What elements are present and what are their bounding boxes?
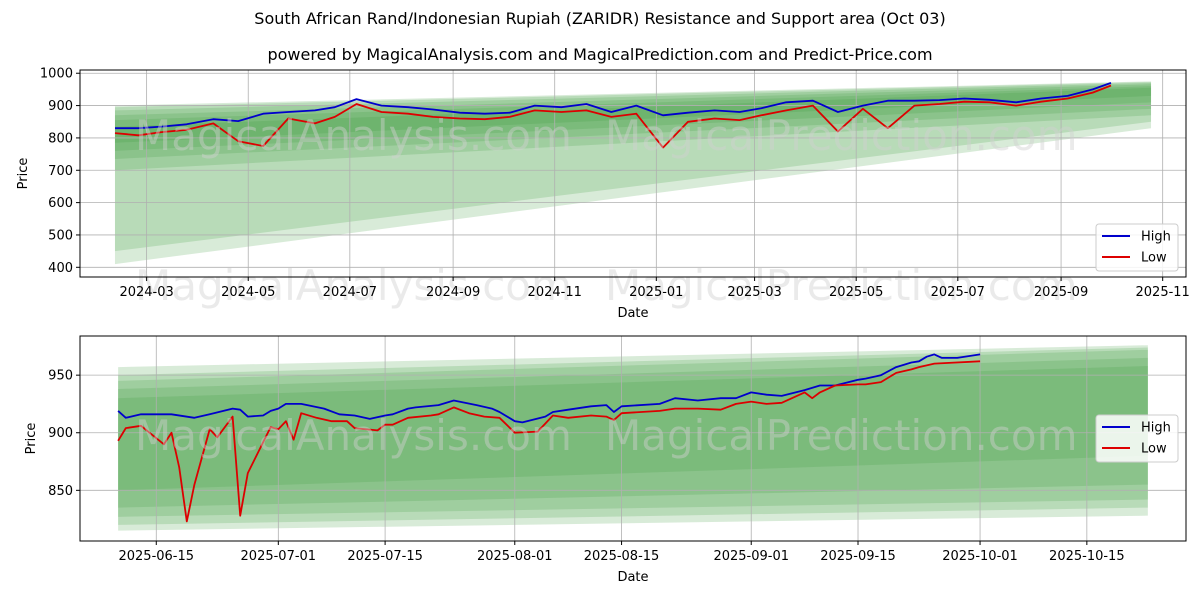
x-tick-label: 2025-08-15 — [584, 549, 660, 564]
band-bottom-0 — [118, 345, 1148, 531]
y-tick-label: 500 — [48, 228, 73, 243]
legend-label-low: Low — [1141, 251, 1167, 266]
x-tick-label: 2025-07 — [931, 285, 985, 300]
x-tick-label: 2025-09-01 — [713, 549, 789, 564]
series-low-line — [117, 360, 981, 523]
axes-frame-top — [79, 69, 1187, 278]
legend-label-low: Low — [1141, 442, 1167, 457]
x-tick-label: 2025-10-01 — [942, 549, 1018, 564]
watermark-prediction: MagicalPrediction.com — [605, 411, 1078, 460]
x-tick-label: 2024-11 — [528, 285, 582, 300]
y-tick-label: 700 — [48, 164, 73, 179]
x-tick-label: 2025-09 — [1034, 285, 1088, 300]
y-tick-label: 900 — [48, 426, 73, 441]
band-bottom-2 — [118, 349, 1148, 517]
watermark-prediction: MagicalPrediction.com — [605, 111, 1078, 160]
x-tick-label: 2025-08-01 — [477, 549, 553, 564]
y-tick-label: 950 — [48, 369, 73, 384]
panel-top: MagicalAnalysis.com MagicalPrediction.com… — [16, 67, 1190, 321]
x-axis-label: Date — [617, 570, 648, 585]
band-top-2 — [114, 82, 1152, 171]
watermark-analysis: MagicalAnalysis.com — [135, 111, 572, 160]
band-top-3 — [114, 84, 1152, 159]
band-top-4 — [114, 86, 1152, 151]
x-tick-label: 2024-05 — [221, 285, 275, 300]
y-tick-label: 600 — [48, 196, 73, 211]
x-tick-label: 2024-09 — [426, 285, 480, 300]
y-tick-label: 850 — [48, 484, 73, 499]
series-low-line — [114, 84, 1112, 149]
x-tick-label: 2025-07-01 — [241, 549, 317, 564]
axes-frame-bottom — [79, 335, 1187, 542]
band-bottom-4 — [118, 365, 1148, 491]
x-tick-label: 2025-03 — [727, 285, 781, 300]
legend-top: High Low — [1095, 223, 1179, 272]
plot-area-bottom — [80, 336, 1186, 541]
x-tick-label: 2025-09-15 — [820, 549, 896, 564]
band-bottom-1 — [118, 347, 1148, 525]
x-tick-label: 2025-10-15 — [1049, 549, 1125, 564]
legend-bottom: High Low — [1095, 414, 1179, 463]
panel-bottom: MagicalAnalysis.com MagicalPrediction.com… — [24, 335, 1187, 585]
watermark-analysis: MagicalAnalysis.com — [135, 411, 572, 460]
legend-label-high: High — [1141, 421, 1171, 436]
y-tick-label: 400 — [48, 261, 73, 276]
y-tick-label: 900 — [48, 99, 73, 114]
x-tick-label: 2025-01 — [629, 285, 683, 300]
x-tick-label: 2025-05 — [829, 285, 883, 300]
series-high-line — [115, 82, 1112, 130]
series-high-line — [117, 353, 981, 424]
y-axis-label: Price — [16, 158, 31, 190]
legend-label-high: High — [1141, 230, 1171, 245]
x-tick-label: 2025-06-15 — [118, 549, 194, 564]
x-tick-label: 2024-07 — [323, 285, 377, 300]
y-tick-label: 1000 — [40, 67, 73, 82]
watermark-prediction: MagicalPrediction.com — [605, 261, 1078, 310]
band-top-0 — [114, 81, 1152, 265]
chart-title: South African Rand/Indonesian Rupiah (ZA… — [254, 9, 946, 28]
plot-area-top — [80, 70, 1186, 277]
x-tick-label: 2025-07-15 — [347, 549, 423, 564]
watermark-analysis: MagicalAnalysis.com — [135, 261, 572, 310]
x-tick-label: 2024-03 — [119, 285, 173, 300]
x-axis-label: Date — [617, 306, 648, 321]
y-axis-label: Price — [24, 423, 39, 455]
chart-subtitle: powered by MagicalAnalysis.com and Magic… — [267, 45, 933, 64]
x-tick-label: 2025-11 — [1136, 285, 1190, 300]
y-tick-label: 800 — [48, 131, 73, 146]
